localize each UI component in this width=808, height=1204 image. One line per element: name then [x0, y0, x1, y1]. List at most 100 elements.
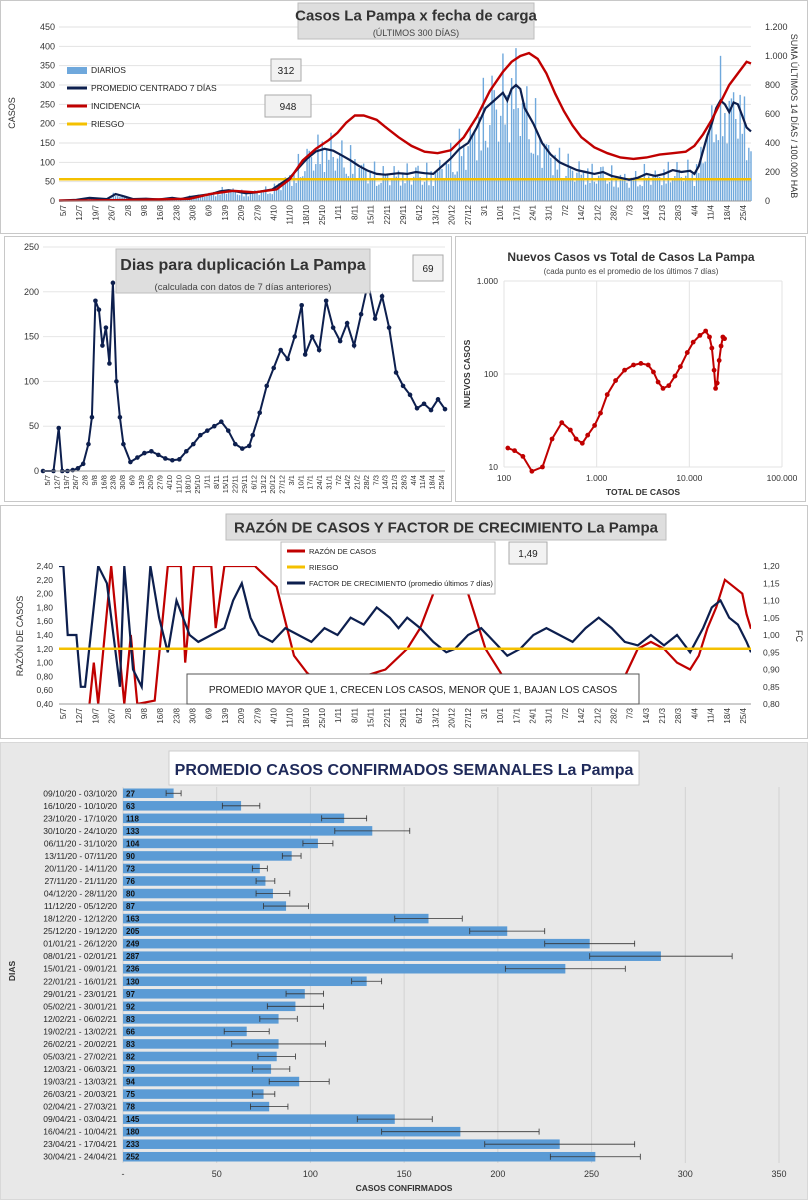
bar: [676, 162, 677, 201]
x-tick-label: 21/2: [593, 204, 602, 220]
y-tick-label: 1,80: [36, 602, 53, 612]
doubling-point: [345, 321, 350, 326]
x-tick-label: 31/1: [324, 475, 333, 490]
bar: [365, 169, 366, 201]
x-tick-label: 7/3: [371, 475, 380, 485]
x-tick-label: 350: [771, 1169, 786, 1179]
bar: [589, 183, 590, 201]
series-point: [703, 329, 708, 334]
doubling-point: [299, 303, 304, 308]
bar: [304, 171, 305, 201]
bar: [611, 165, 612, 201]
category-label: 25/12/20 - 19/12/20: [43, 926, 117, 936]
category-label: 04/12/20 - 28/11/20: [44, 889, 117, 899]
x-tick-label: 4/4: [690, 707, 699, 719]
series-point: [631, 363, 636, 368]
doubling-point: [415, 406, 420, 411]
y-tick-label: 150: [24, 332, 39, 342]
series-point: [666, 383, 671, 388]
bar: [702, 163, 703, 201]
doubling-point: [292, 334, 297, 339]
series-point: [651, 370, 656, 375]
bar: [426, 163, 427, 201]
x-tick-label: 21/3: [390, 475, 399, 490]
bar: [683, 181, 684, 201]
category-label: 23/04/21 - 17/04/21: [43, 1139, 117, 1149]
x-tick-label: 27/12: [464, 707, 473, 728]
x-tick-label: 31/1: [545, 707, 554, 723]
series-point: [717, 358, 722, 363]
doubling-point: [107, 361, 112, 366]
bar: [298, 154, 299, 201]
x-tick-label: 26/7: [108, 204, 117, 220]
doubling-point: [114, 379, 119, 384]
bar: [123, 1052, 277, 1062]
doubling-point: [264, 384, 269, 389]
x-tick-label: 18/10: [302, 204, 311, 225]
bar: [561, 180, 562, 201]
bar: [339, 153, 340, 201]
bar: [613, 187, 614, 201]
category-label: 15/01/21 - 09/01/21: [43, 964, 117, 974]
bar-value-label: 97: [126, 990, 135, 999]
callout-incidencia: 948: [280, 102, 297, 113]
bar-value-label: 205: [126, 927, 140, 936]
bar-value-label: 163: [126, 915, 140, 924]
y-tick-label: 0,60: [36, 685, 53, 695]
bar: [568, 154, 569, 201]
x-tick-label: 24/1: [529, 204, 538, 220]
bar: [698, 173, 699, 201]
x-tick-label: 1/11: [334, 204, 343, 220]
bar-value-label: 118: [126, 814, 139, 823]
x-tick-label: 11/10: [174, 475, 183, 493]
series-point: [598, 411, 603, 416]
x-tick-label: 21/2: [353, 475, 362, 490]
bar: [637, 186, 638, 201]
bar: [635, 171, 636, 201]
x-tick-label: 15/11: [367, 204, 376, 224]
x-tick-label: 27/12: [278, 475, 287, 494]
bar: [123, 864, 260, 874]
bar: [313, 171, 314, 201]
y2-tick-label: 400: [765, 138, 780, 148]
y-tick-label: 2,40: [36, 561, 53, 571]
x-tick-label: 200: [490, 1169, 505, 1179]
bar-value-label: 92: [126, 1002, 135, 1011]
x-tick-label: 23/8: [172, 707, 181, 723]
x-tick-label: 22/11: [383, 707, 392, 727]
bar: [735, 119, 736, 201]
bar: [513, 109, 514, 201]
bar: [343, 167, 344, 201]
bar: [123, 889, 273, 899]
y-axis-title: RAZÓN DE CASOS: [15, 596, 25, 677]
bar: [424, 182, 425, 201]
doubling-point: [191, 442, 196, 447]
bar: [430, 171, 431, 201]
series-point: [719, 344, 724, 349]
y-tick-label: 150: [40, 138, 55, 148]
x-tick-label: 24/1: [315, 475, 324, 490]
legend-label: FACTOR DE CRECIMIENTO (promedio últimos …: [309, 579, 493, 588]
x-tick-label: 27/9: [253, 204, 262, 220]
bar: [520, 136, 521, 201]
bar: [678, 170, 679, 201]
x-tick-label: 10/1: [296, 475, 305, 490]
category-label: 09/04/21 - 03/04/21: [43, 1114, 117, 1124]
x-tick-label: 8/11: [212, 475, 221, 489]
y-tick-label: 1,00: [36, 658, 53, 668]
doubling-point: [76, 466, 81, 471]
category-label: 29/01/21 - 23/01/21: [43, 989, 117, 999]
x-tick-label: 14/2: [577, 707, 586, 723]
doubling-point: [338, 339, 343, 344]
bar: [326, 150, 327, 201]
doubling-point: [142, 451, 147, 456]
bar: [123, 1114, 395, 1124]
x-tick-label: -: [122, 1169, 125, 1179]
bar: [300, 177, 301, 201]
bar-value-label: 78: [126, 1103, 135, 1112]
x-tick-label: 19/7: [62, 475, 71, 490]
bar: [544, 144, 545, 201]
bar: [628, 188, 629, 201]
